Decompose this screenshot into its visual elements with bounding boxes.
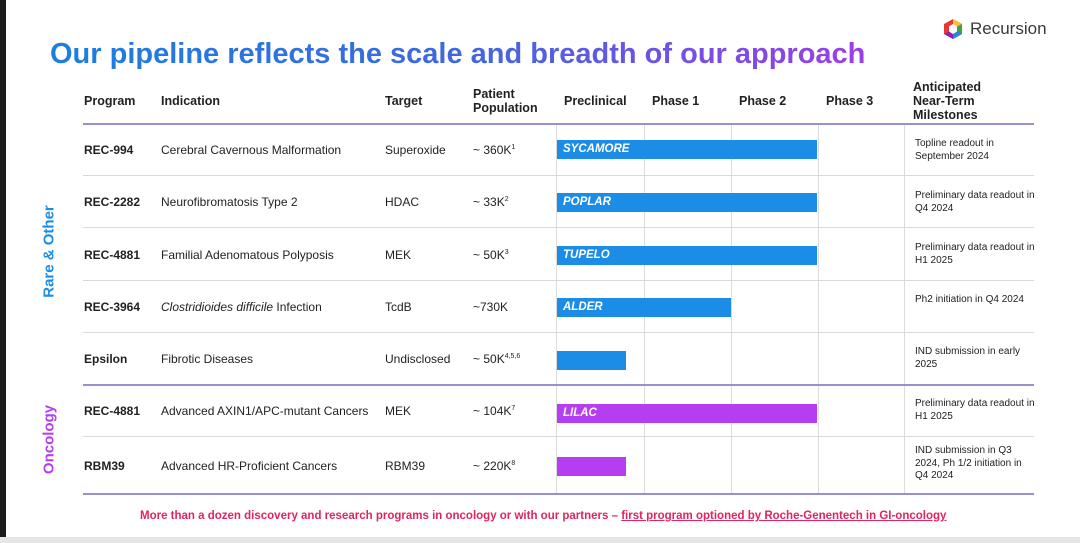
program-name: Epsilon bbox=[84, 352, 128, 366]
indication: Cerebral Cavernous Malformation bbox=[161, 143, 342, 157]
milestone-text: Preliminary data readout in H1 2025 bbox=[915, 242, 1035, 266]
phase-progress-bar: SYCAMORE bbox=[557, 140, 817, 159]
population-value: ~730K bbox=[473, 300, 509, 314]
row-divider bbox=[83, 227, 1034, 228]
header-phase2: Phase 2 bbox=[739, 94, 787, 108]
divider-phase3 bbox=[818, 124, 819, 494]
population: ~730K bbox=[473, 300, 508, 314]
page-title: Our pipeline reflects the scale and brea… bbox=[50, 38, 866, 70]
footnote-ref: 4,5,6 bbox=[504, 353, 521, 360]
footnote-ref: 8 bbox=[511, 460, 516, 467]
population-value: ~ 50K bbox=[473, 248, 505, 262]
milestone-text: IND submission in early 2025 bbox=[915, 346, 1021, 370]
row-divider bbox=[83, 436, 1034, 437]
population: ~ 50K4,5,6 bbox=[473, 352, 520, 366]
header-milestones-line1: Anticipated bbox=[913, 80, 982, 94]
footer-link[interactable]: first program optioned by Roche-Genentec… bbox=[621, 510, 947, 522]
footnote-ref: 2 bbox=[504, 196, 509, 203]
phase-progress-bar bbox=[557, 457, 626, 476]
population: ~ 33K2 bbox=[473, 195, 509, 209]
indication-italic: Clostridioides difficile bbox=[161, 300, 274, 314]
header-population-line2: Population bbox=[473, 101, 538, 115]
footnote-ref: 3 bbox=[504, 249, 509, 256]
target: HDAC bbox=[385, 195, 420, 209]
target: MEK bbox=[385, 404, 412, 418]
group-label-rare-other: Rare & Other bbox=[40, 205, 58, 298]
hexagon-logo-icon bbox=[944, 19, 962, 39]
slide: Our pipeline reflects the scale and brea… bbox=[6, 0, 1080, 537]
milestone-text: IND submission in Q3 2024, Ph 1/2 initia… bbox=[915, 445, 1022, 481]
header-milestones: Anticipated Near-Term Milestones bbox=[913, 80, 981, 122]
header-milestones-line2: Near-Term bbox=[913, 94, 975, 108]
program-name: REC-2282 bbox=[84, 195, 141, 209]
header-preclinical: Preclinical bbox=[564, 94, 627, 108]
milestone-text: Preliminary data readout in Q4 2024 bbox=[915, 190, 1035, 214]
phase-progress-bar: ALDER bbox=[557, 298, 731, 317]
header-patient-population: Patient Population bbox=[473, 87, 538, 115]
divider-preclinical bbox=[556, 124, 557, 494]
milestone-text: Ph2 initiation in Q4 2024 bbox=[915, 294, 1024, 305]
divider-phase2 bbox=[731, 124, 732, 494]
population: ~ 104K7 bbox=[473, 404, 515, 418]
milestone-text: Preliminary data readout in H1 2025 bbox=[915, 398, 1035, 422]
group-label-oncology: Oncology bbox=[40, 404, 58, 475]
phase-progress-bar: TUPELO bbox=[557, 246, 817, 265]
population-value: ~ 220K bbox=[473, 459, 512, 473]
program-name: REC-3964 bbox=[84, 300, 141, 314]
population-value: ~ 360K bbox=[473, 143, 512, 157]
indication: Advanced AXIN1/APC-mutant Cancers bbox=[161, 404, 369, 418]
program-name: REC-994 bbox=[84, 143, 134, 157]
target: RBM39 bbox=[385, 459, 426, 473]
footnote-ref: 7 bbox=[511, 405, 516, 412]
header-program: Program bbox=[84, 94, 136, 108]
footer-note: More than a dozen discovery and research… bbox=[140, 510, 946, 522]
population-value: ~ 33K bbox=[473, 195, 505, 209]
header-phase1: Phase 1 bbox=[652, 94, 700, 108]
population: ~ 360K1 bbox=[473, 143, 515, 157]
phase-progress-bar: POPLAR bbox=[557, 193, 817, 212]
indication: Neurofibromatosis Type 2 bbox=[161, 195, 298, 209]
target: Undisclosed bbox=[385, 352, 451, 366]
header-phase3: Phase 3 bbox=[826, 94, 874, 108]
footer-text: More than a dozen discovery and research… bbox=[140, 510, 622, 522]
milestone-text: Topline readout in September 2024 bbox=[915, 138, 994, 162]
indication-rest: Infection bbox=[273, 300, 322, 314]
row-divider bbox=[83, 332, 1034, 333]
population: ~ 50K3 bbox=[473, 248, 509, 262]
indication: Advanced HR-Proficient Cancers bbox=[161, 459, 338, 473]
program-name: RBM39 bbox=[84, 459, 125, 473]
row-divider bbox=[83, 280, 1034, 281]
header-target: Target bbox=[385, 94, 423, 108]
target: MEK bbox=[385, 248, 412, 262]
header-milestones-line3: Milestones bbox=[913, 108, 978, 122]
group-divider bbox=[83, 384, 1034, 386]
header-rule bbox=[83, 123, 1034, 125]
program-name: REC-4881 bbox=[84, 404, 141, 418]
divider-milestones bbox=[904, 124, 905, 494]
header-indication: Indication bbox=[161, 94, 221, 108]
header-population-line1: Patient bbox=[473, 87, 515, 101]
logo-text: Recursion bbox=[970, 19, 1047, 38]
indication: Familial Adenomatous Polyposis bbox=[161, 248, 334, 262]
population-value: ~ 50K bbox=[473, 352, 505, 366]
bottom-edge bbox=[0, 537, 1080, 543]
table-bottom-rule bbox=[83, 493, 1034, 495]
program-name: REC-4881 bbox=[84, 248, 141, 262]
phase-progress-bar bbox=[557, 351, 626, 370]
footnote-ref: 1 bbox=[511, 144, 516, 151]
population-value: ~ 104K bbox=[473, 404, 512, 418]
window-edge bbox=[0, 0, 6, 543]
target: TcdB bbox=[385, 300, 412, 314]
target: Superoxide bbox=[385, 143, 446, 157]
phase-progress-bar: LILAC bbox=[557, 404, 817, 423]
indication: Fibrotic Diseases bbox=[161, 352, 254, 366]
population: ~ 220K8 bbox=[473, 459, 515, 473]
indication: Clostridioides difficile Infection bbox=[161, 300, 322, 314]
row-divider bbox=[83, 175, 1034, 176]
recursion-logo: Recursion bbox=[942, 18, 1047, 40]
